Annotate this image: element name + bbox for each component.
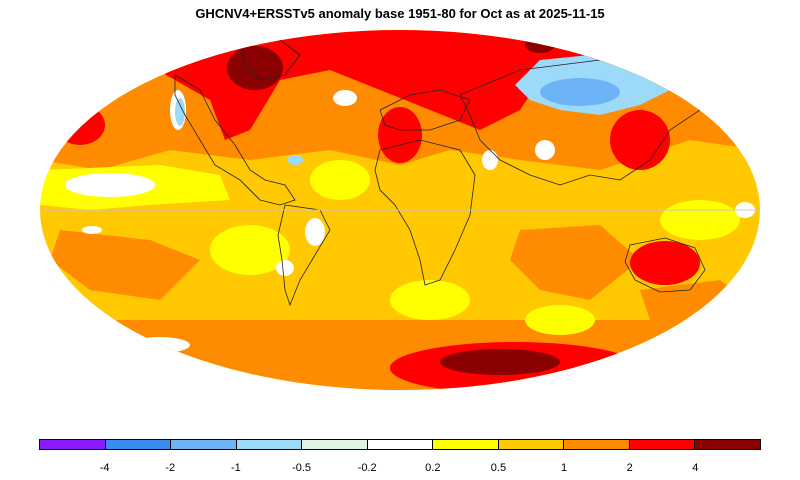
legend-swatch (498, 440, 565, 449)
legend-swatch (629, 440, 696, 449)
map-title: GHCNV4+ERSSTv5 anomaly base 1951-80 for … (195, 6, 605, 21)
legend-swatch (302, 440, 368, 449)
legend-swatch (105, 440, 172, 449)
southern-pacific-neutral (130, 337, 190, 353)
south-atlantic-mild (390, 280, 470, 320)
middle-east-neutral (482, 150, 498, 170)
anomaly-map (40, 30, 760, 390)
africa-outline (374, 139, 476, 286)
legend-swatch (367, 440, 434, 449)
south-pacific-mild (210, 225, 290, 275)
legend-label: 0.2 (425, 462, 441, 474)
south-america-outline (277, 204, 331, 307)
siberia-cold (540, 78, 620, 106)
alaska-cool (175, 98, 185, 126)
legend-swatch (695, 440, 761, 449)
europe-outline (379, 89, 471, 131)
legend-swatch (564, 440, 630, 449)
greenland-sea-neutral (333, 90, 357, 106)
legend-label: -2 (165, 462, 176, 474)
antarctic-extreme (440, 349, 560, 375)
legend-label: -4 (99, 462, 110, 474)
east-asia-hot (610, 110, 670, 170)
north-pacific-hot (55, 105, 105, 145)
caribbean-cool (287, 155, 303, 165)
central-asia-neutral (535, 140, 555, 160)
legend-label: 4 (692, 462, 699, 474)
west-pacific-mild (660, 200, 740, 240)
brazil-neutral (305, 218, 325, 246)
legend-label: -0.2 (357, 462, 377, 474)
legend-swatch (40, 440, 106, 449)
equator-neutral (82, 226, 102, 234)
legend-swatch (236, 440, 303, 449)
atlantic-mild (310, 160, 370, 200)
central-europe-hot (378, 107, 422, 163)
legend-label: -1 (231, 462, 241, 474)
color-scale-labels: -4 -2 -1 -0.5 -0.2 0.2 0.5 1 2 4 (0, 462, 800, 478)
argentina-neutral (276, 260, 294, 276)
legend-label: 2 (626, 462, 633, 474)
siberia-extreme (525, 37, 555, 53)
color-scale-bar (39, 439, 761, 450)
indian-ocean-warm (510, 225, 640, 300)
legend-label: 0.5 (490, 462, 507, 474)
baffin-extreme (227, 46, 283, 90)
pacific-neutral (65, 173, 155, 197)
east-pacific-warm (50, 230, 200, 300)
legend-label: 1 (561, 462, 568, 474)
north-america-outline (174, 74, 296, 206)
legend-label: -0.5 (292, 462, 312, 474)
australia-outline (624, 237, 706, 293)
australia-hot (630, 241, 700, 285)
legend-swatch (171, 440, 237, 449)
globe-projection (40, 30, 760, 390)
legend-swatch (433, 440, 499, 449)
south-indian-mild (525, 305, 595, 335)
southern-ocean-warm (40, 320, 760, 390)
